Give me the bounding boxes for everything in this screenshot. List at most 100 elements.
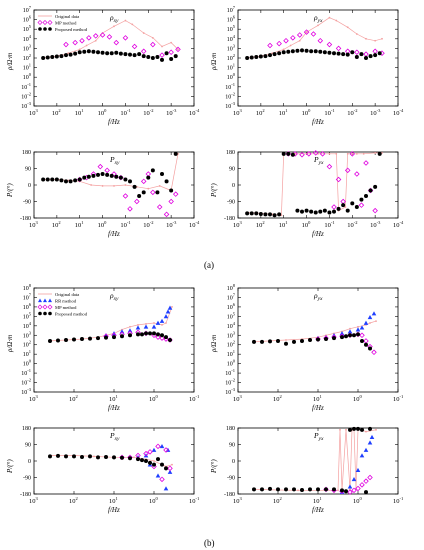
proposed-point [327, 211, 331, 215]
x-axis-label: f/Hz [312, 404, 324, 412]
proposed-point [356, 332, 360, 336]
rr-point [370, 435, 375, 439]
y-tick-label: -90 [23, 200, 31, 206]
x-tick-label: 103 [233, 394, 243, 403]
original-data-point [369, 322, 371, 324]
mp-point [327, 42, 331, 46]
proposed-point [254, 211, 258, 215]
proposed-point [309, 49, 313, 53]
proposed-point [155, 190, 159, 194]
proposed-point [101, 172, 105, 176]
original-data-point [347, 26, 349, 28]
x-axis-label: f/Hz [108, 404, 120, 412]
y-tick-label: 100 [23, 72, 32, 81]
panel-symbol: ρyx [313, 291, 323, 302]
panel-symbol: ρyx [313, 13, 323, 24]
rr-point [164, 314, 169, 318]
proposed-point [350, 201, 354, 205]
y-tick-label: 105 [227, 311, 236, 320]
x-tick-label: 10-4 [189, 220, 200, 229]
proposed-point [268, 212, 272, 216]
proposed-point [168, 338, 172, 342]
original-data-point [86, 45, 88, 47]
x-tick-label: 10-2 [347, 108, 357, 117]
proposed-point [80, 337, 84, 341]
original-data-point [345, 429, 347, 431]
proposed-point [332, 210, 336, 214]
proposed-point [352, 427, 356, 431]
proposed-point [151, 168, 155, 172]
proposed-point [291, 153, 295, 157]
original-data-point [365, 431, 367, 433]
y-tick-label: -90 [227, 200, 235, 206]
mp-point [80, 39, 84, 43]
mp-point [142, 49, 146, 53]
proposed-point [82, 176, 86, 180]
original-data-point [356, 33, 358, 35]
y-tick-label: 180 [226, 426, 235, 432]
legend-proposed-swatch [38, 312, 42, 316]
chart-a-phi-xy: 103 102 101 100 10-1 10-2 10-3 10-4f/Hz-180-900… [6, 150, 200, 238]
proposed-point [332, 51, 336, 55]
proposed-point [259, 55, 263, 59]
y-tick-label: 107 [23, 292, 32, 301]
y-tick-label: 101 [23, 63, 31, 72]
proposed-point [80, 455, 84, 459]
original-data-point [335, 20, 337, 22]
original-data-point [285, 339, 287, 341]
proposed-point [337, 52, 341, 56]
series-original-data [253, 320, 377, 343]
x-tick-label: 103 [233, 108, 243, 117]
proposed-point [104, 455, 108, 459]
proposed-point [78, 178, 82, 182]
y-tick-label: 90 [25, 443, 31, 449]
proposed-point [314, 49, 318, 53]
original-data-point [129, 326, 131, 328]
proposed-point [300, 210, 304, 214]
y-tick-label: 90 [229, 167, 235, 173]
mp-point [277, 41, 281, 45]
mp-point [123, 194, 127, 198]
proposed-point [144, 331, 148, 335]
proposed-point [340, 335, 344, 339]
proposed-point [308, 338, 312, 342]
mp-point [355, 172, 359, 176]
proposed-point [368, 427, 372, 431]
proposed-point [348, 428, 352, 432]
proposed-point [314, 211, 318, 215]
y-tick-label: 107 [23, 5, 32, 14]
rr-point [166, 309, 171, 313]
proposed-point [114, 51, 118, 55]
proposed-point [364, 194, 368, 198]
proposed-point [140, 458, 144, 462]
legend: Original dataRR methodMP methodProposed … [38, 292, 88, 317]
legend-proposed-swatch [43, 312, 47, 316]
rr-point [152, 324, 157, 328]
proposed-point [282, 152, 286, 156]
legend: Original dataMP methodProposed method [38, 14, 88, 32]
proposed-point [356, 427, 360, 431]
proposed-point [174, 54, 178, 58]
y-axis-label: ρ/Ω·m [6, 53, 14, 71]
proposed-point [350, 50, 354, 54]
y-tick-label: -180 [20, 216, 31, 222]
mp-point [346, 168, 350, 172]
x-tick-label: 102 [273, 394, 282, 403]
rr-point [128, 328, 133, 332]
proposed-point [174, 152, 178, 156]
mp-point [87, 36, 91, 40]
proposed-point [78, 50, 82, 54]
y-tick-label: 10-1 [225, 82, 235, 91]
proposed-point [112, 335, 116, 339]
panel-label-b: (b) [204, 538, 215, 548]
original-data-point [375, 320, 377, 322]
mp-point [169, 199, 173, 203]
proposed-point [316, 487, 320, 491]
proposed-point [110, 174, 114, 178]
panel-label-a: (a) [204, 260, 214, 270]
y-tick-label: 0 [232, 459, 235, 465]
x-tick-label: 101 [313, 394, 322, 403]
y-tick-label: 10-1 [21, 82, 31, 91]
x-tick-label: 101 [279, 108, 288, 117]
mp-point [158, 205, 162, 209]
